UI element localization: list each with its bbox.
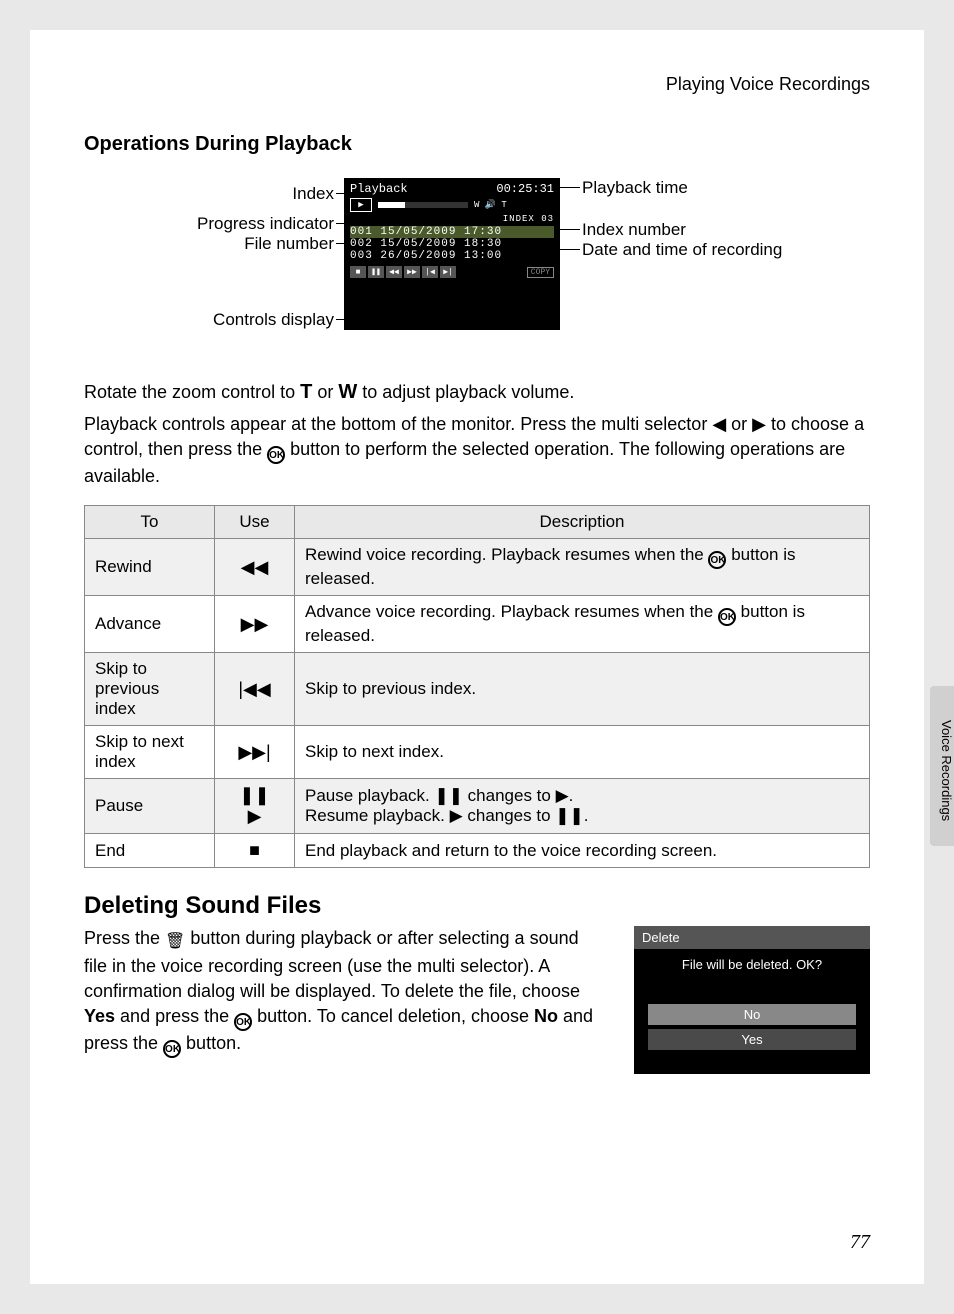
- lcd-time: 00:25:31: [496, 182, 554, 196]
- table-row-to: Rewind: [85, 539, 215, 596]
- section-tab: Voice Recordings: [930, 686, 954, 846]
- ok-icon: OK: [708, 551, 726, 569]
- callout-datetime: Date and time of recording: [582, 240, 782, 260]
- dialog-message: File will be deleted. OK?: [634, 949, 870, 980]
- th-desc: Description: [295, 506, 870, 539]
- table-row-use: |◀◀: [215, 653, 295, 726]
- left-icon: ◀: [712, 412, 726, 437]
- dialog-yes-option[interactable]: Yes: [648, 1029, 856, 1050]
- paragraph-volume: Rotate the zoom control to T or W to adj…: [84, 378, 870, 406]
- play-icon: ▶: [350, 198, 372, 212]
- manual-page: Playing Voice Recordings Operations Duri…: [30, 30, 924, 1284]
- ok-icon: OK: [267, 446, 285, 464]
- table-row-use: ◀◀: [215, 539, 295, 596]
- t-key: T: [300, 381, 312, 403]
- w-key: W: [338, 381, 357, 403]
- table-row-use: ❚❚ ▶: [215, 779, 295, 834]
- dialog-no-option[interactable]: No: [648, 1004, 856, 1025]
- callout-index: Index: [214, 184, 334, 204]
- paragraph-controls: Playback controls appear at the bottom o…: [84, 412, 870, 489]
- table-row-to: Skip to next index: [85, 726, 215, 779]
- th-to: To: [85, 506, 215, 539]
- delete-section: Press the 🗑 button during playback or af…: [84, 926, 870, 1086]
- delete-dialog: Delete File will be deleted. OK? No Yes: [634, 926, 870, 1074]
- callout-controls: Controls display: [134, 310, 334, 330]
- callout-index-number: Index number: [582, 220, 686, 240]
- ok-icon: OK: [163, 1040, 181, 1058]
- table-row-use: ■: [215, 834, 295, 868]
- table-row-use: ▶▶|: [215, 726, 295, 779]
- th-use: Use: [215, 506, 295, 539]
- table-row-to: Advance: [85, 596, 215, 653]
- delete-paragraph: Press the 🗑 button during playback or af…: [84, 926, 594, 1058]
- lcd-screen: Playback 00:25:31 ▶ W 🔊 T INDEX 03 001 1…: [344, 178, 560, 330]
- callout-filenum: File number: [164, 234, 334, 254]
- right-icon: ▶: [752, 412, 766, 437]
- progress-bar: [378, 202, 468, 208]
- page-number: 77: [850, 1231, 870, 1254]
- dialog-title: Delete: [634, 926, 870, 949]
- callout-playback-time: Playback time: [582, 178, 688, 198]
- vol-icons: W 🔊 T: [474, 200, 507, 210]
- lcd-mode: Playback: [350, 182, 408, 196]
- section-heading: Deleting Sound Files: [84, 892, 870, 920]
- trash-icon: 🗑: [165, 931, 185, 953]
- table-row-to: Pause: [85, 779, 215, 834]
- ok-icon: OK: [234, 1013, 252, 1031]
- table-row-to: Skip to previous index: [85, 653, 215, 726]
- callout-progress: Progress indicator: [114, 214, 334, 234]
- page-header: Playing Voice Recordings: [84, 74, 870, 95]
- section-subheading: Operations During Playback: [84, 133, 870, 156]
- file-list: 001 15/05/2009 17:30 002 15/05/2009 18:3…: [350, 226, 554, 262]
- table-row-desc: Advance voice recording. Playback resume…: [295, 596, 870, 653]
- table-row-use: ▶▶: [215, 596, 295, 653]
- lcd-diagram: Index Progress indicator File number Con…: [84, 178, 870, 358]
- table-row-desc: Skip to next index.: [295, 726, 870, 779]
- table-row-desc: End playback and return to the voice rec…: [295, 834, 870, 868]
- table-row-desc: Pause playback. ❚❚ changes to ▶. Resume …: [295, 779, 870, 834]
- table-row-to: End: [85, 834, 215, 868]
- table-row-desc: Skip to previous index.: [295, 653, 870, 726]
- table-row-desc: Rewind voice recording. Playback resumes…: [295, 539, 870, 596]
- operations-table: To Use Description Rewind◀◀Rewind voice …: [84, 505, 870, 868]
- control-bar: ■❚❚◀◀▶▶|◀▶| COPY: [350, 266, 554, 278]
- ok-icon: OK: [718, 608, 736, 626]
